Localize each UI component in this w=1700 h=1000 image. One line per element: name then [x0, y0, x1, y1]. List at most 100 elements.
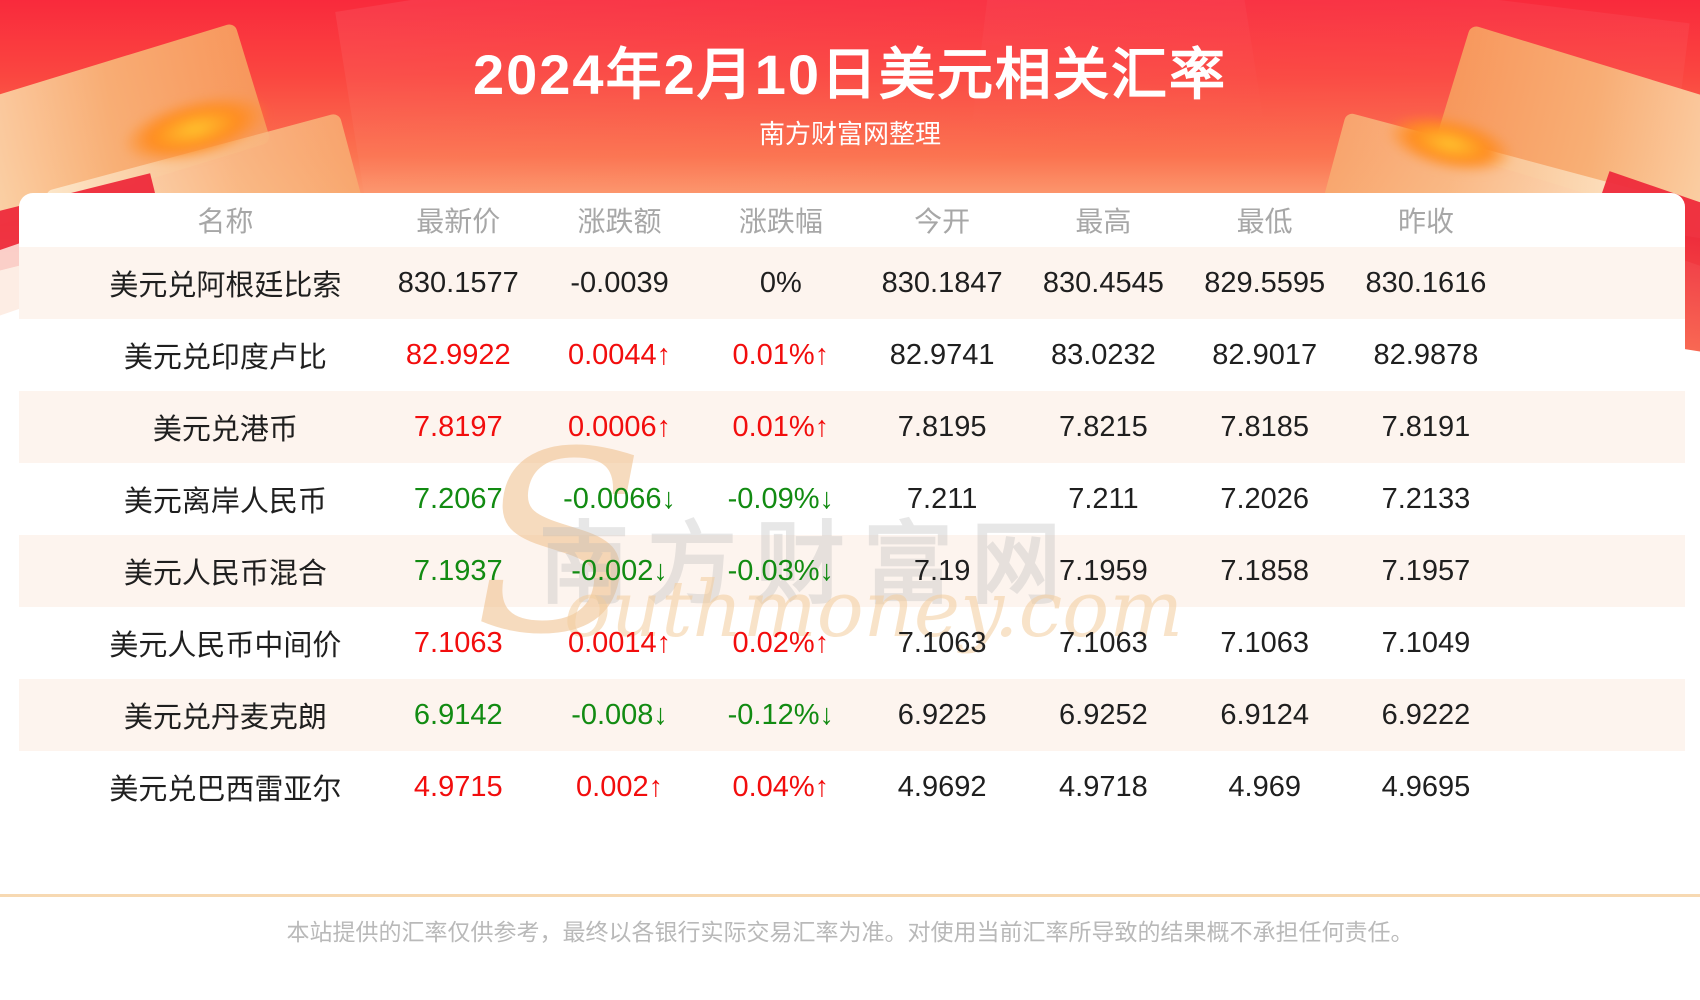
cell-high: 6.9252: [1059, 698, 1148, 731]
cell-high: 4.9718: [1059, 770, 1148, 803]
cell-prev: 7.1957: [1381, 554, 1471, 587]
cell-name: 美元兑巴西雷亚尔: [109, 774, 342, 806]
table-header-row: 名称 最新价 涨跌额 涨跌幅 今开 最高 最低 昨收: [19, 193, 1685, 247]
cell-pct: 0.01%↑: [732, 338, 830, 371]
cell-last: 7.1937: [413, 554, 503, 587]
cell-high: 7.1959: [1059, 554, 1148, 587]
table-row: 美元兑印度卢比 82.9922 0.0044↑ 0.01%↑ 82.9741 83.023…: [19, 319, 1685, 391]
cell-change: 0.0044↑: [567, 338, 672, 371]
col-header-pct: 涨跌幅: [738, 206, 823, 237]
cell-high: 830.4545: [1042, 266, 1164, 299]
footer-separator: [0, 894, 1700, 897]
cell-change: -0.008↓: [571, 698, 668, 731]
cell-open: 7.211: [906, 482, 978, 515]
cell-low: 7.1063: [1220, 626, 1310, 659]
cell-low: 82.9017: [1212, 338, 1318, 371]
table-row: 美元离岸人民币 7.2067 -0.0066↓ -0.09%↓ 7.211 7.211 7.…: [19, 463, 1685, 535]
page-title: 2024年2月10日美元相关汇率: [472, 43, 1227, 106]
cell-name: 美元兑丹麦克朗: [123, 702, 327, 734]
row-stripe: [19, 391, 1685, 463]
cell-open: 7.1063: [897, 626, 987, 659]
cell-filler: [1507, 319, 1685, 391]
table-row: 美元兑港币 7.8197 0.0006↑ 0.01%↑ 7.8195 7.8215 7.81…: [19, 391, 1685, 463]
cell-change: 0.0014↑: [567, 626, 672, 659]
cell-high: 83.0232: [1050, 338, 1156, 371]
cell-prev: 7.1049: [1381, 626, 1471, 659]
cell-open: 7.19: [913, 554, 971, 587]
cell-prev: 830.1616: [1365, 266, 1487, 299]
cell-last: 6.9142: [413, 698, 503, 731]
cell-last: 830.1577: [397, 266, 519, 299]
cell-filler: [1507, 391, 1685, 463]
cell-low: 7.2026: [1220, 482, 1310, 515]
cell-last: 82.9922: [405, 338, 511, 371]
table-row: 美元人民币中间价 7.1063 0.0014↑ 0.02%↑ 7.1063 7.1063 7…: [19, 607, 1685, 679]
cell-high: 7.1063: [1059, 626, 1148, 659]
col-header-filler: [1507, 193, 1685, 247]
cell-pct: 0.01%↑: [732, 410, 830, 443]
cell-prev: 82.9878: [1373, 338, 1479, 371]
cell-filler: [1507, 247, 1685, 319]
col-header-open: 今开: [914, 206, 971, 237]
cell-pct: 0.04%↑: [732, 770, 830, 803]
cell-last: 7.2067: [413, 482, 503, 515]
rates-table: 名称 最新价 涨跌额 涨跌幅 今开 最高 最低 昨收 美元兑阿根廷比索 830.1…: [19, 193, 1685, 823]
row-stripe: [19, 535, 1685, 607]
table-row: 美元兑巴西雷亚尔 4.9715 0.002↑ 0.04%↑ 4.9692 4.9718 4.…: [19, 751, 1685, 823]
row-stripe: [19, 679, 1685, 751]
cell-pct: -0.12%↓: [727, 698, 835, 731]
footer-disclaimer: 本站提供的汇率仅供参考，最终以各银行实际交易汇率为准。对使用当前汇率所导致的结果…: [286, 919, 1414, 945]
cell-high: 7.211: [1068, 482, 1139, 515]
cell-change: -0.0039: [570, 266, 669, 299]
cell-filler: [1507, 463, 1685, 535]
col-header-high: 最高: [1075, 206, 1132, 237]
cell-filler: [1507, 535, 1685, 607]
cell-filler: [1507, 751, 1685, 823]
cell-filler: [1507, 607, 1685, 679]
col-header-low: 最低: [1236, 206, 1293, 237]
cell-pct: 0.02%↑: [732, 626, 830, 659]
cell-change: -0.0066↓: [563, 482, 676, 515]
col-header-prev: 昨收: [1397, 206, 1454, 237]
cell-open: 6.9225: [897, 698, 987, 731]
rates-table-card: S 南方财富网 outhmoney.com 名称 最新价 涨跌额 涨跌幅 今开 …: [19, 193, 1685, 823]
cell-name: 美元兑印度卢比: [123, 342, 327, 374]
cell-low: 829.5595: [1204, 266, 1326, 299]
cell-low: 7.8185: [1220, 410, 1310, 443]
cell-low: 7.1858: [1220, 554, 1310, 587]
col-header-name: 名称: [197, 206, 254, 237]
col-header-change: 涨跌额: [577, 206, 662, 237]
cell-filler: [1507, 679, 1685, 751]
cell-name: 美元兑阿根廷比索: [109, 270, 342, 302]
cell-last: 4.9715: [413, 770, 503, 803]
page-subtitle: 南方财富网整理: [758, 119, 941, 149]
table-body: 美元兑阿根廷比索 830.1577 -0.0039 0% 830.1847 830.454…: [19, 247, 1685, 823]
cell-last: 7.1063: [413, 626, 503, 659]
cell-open: 82.9741: [889, 338, 995, 371]
table-row: 美元人民币混合 7.1937 -0.002↓ -0.03%↓ 7.19 7.1959 7.1…: [19, 535, 1685, 607]
cell-pct: -0.03%↓: [727, 554, 835, 587]
cell-open: 830.1847: [881, 266, 1003, 299]
cell-pct: 0%: [759, 266, 802, 299]
cell-prev: 6.9222: [1381, 698, 1471, 731]
cell-last: 7.8197: [413, 410, 503, 443]
cell-change: 0.0006↑: [567, 410, 672, 443]
cell-prev: 4.9695: [1381, 770, 1471, 803]
cell-low: 6.9124: [1220, 698, 1310, 731]
cell-low: 4.969: [1228, 770, 1301, 803]
cell-change: -0.002↓: [571, 554, 668, 587]
cell-open: 4.9692: [897, 770, 987, 803]
cell-prev: 7.8191: [1381, 410, 1471, 443]
cell-high: 7.8215: [1059, 410, 1148, 443]
table-row: 美元兑丹麦克朗 6.9142 -0.008↓ -0.12%↓ 6.9225 6.9252 6…: [19, 679, 1685, 751]
cell-change: 0.002↑: [576, 770, 664, 803]
cell-name: 美元人民币混合: [123, 558, 327, 590]
cell-open: 7.8195: [897, 410, 987, 443]
cell-name: 美元离岸人民币: [123, 486, 327, 518]
table-row: 美元兑阿根廷比索 830.1577 -0.0039 0% 830.1847 830.454…: [19, 247, 1685, 319]
col-header-last: 最新价: [416, 206, 501, 237]
cell-name: 美元人民币中间价: [109, 630, 342, 662]
cell-prev: 7.2133: [1381, 482, 1471, 515]
cell-name: 美元兑港币: [152, 414, 298, 446]
